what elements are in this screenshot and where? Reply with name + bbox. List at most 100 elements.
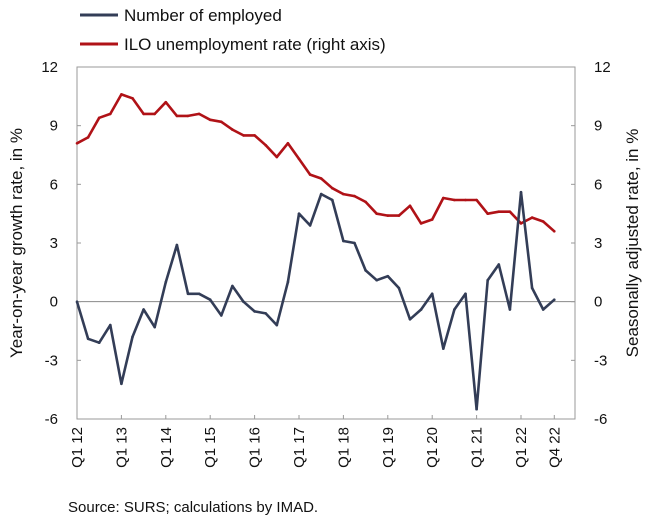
data-point-unemployment <box>364 200 367 204</box>
x-tick-label: Q4 22 <box>546 427 563 468</box>
series-line-unemployment <box>76 93 556 233</box>
data-point-employed <box>131 335 134 339</box>
data-point-unemployment <box>220 120 223 124</box>
right-tick-label: -3 <box>594 352 607 369</box>
x-tick-label: Q1 12 <box>69 427 86 468</box>
left-tick-label: 3 <box>50 235 58 252</box>
data-point-unemployment <box>153 112 156 116</box>
legend-label-unemployment: ILO unemployment rate (right axis) <box>124 35 386 54</box>
data-point-employed <box>331 198 334 202</box>
data-point-employed <box>530 286 534 290</box>
data-point-unemployment <box>419 222 423 225</box>
data-point-unemployment <box>164 100 168 104</box>
left-tick-label: 0 <box>50 294 58 311</box>
data-point-unemployment <box>131 97 134 100</box>
data-point-unemployment <box>175 114 179 118</box>
x-tick-label: Q1 19 <box>380 427 397 468</box>
data-point-unemployment <box>386 214 390 217</box>
data-point-employed <box>442 347 445 350</box>
data-point-employed <box>97 341 101 345</box>
x-tick-label: Q1 14 <box>158 427 175 468</box>
data-point-employed <box>430 292 434 296</box>
data-point-employed <box>275 323 279 327</box>
data-point-unemployment <box>297 157 301 161</box>
data-point-unemployment <box>486 212 490 215</box>
data-point-unemployment <box>497 210 501 213</box>
right-tick-label: 9 <box>594 118 602 135</box>
source-note: Source: SURS; calculations by IMAD. <box>68 499 318 516</box>
data-point-unemployment <box>208 118 212 122</box>
data-point-employed <box>120 382 123 386</box>
data-point-unemployment <box>442 196 445 200</box>
data-point-employed <box>175 243 179 247</box>
x-tick-label: Q1 15 <box>202 427 219 468</box>
left-tick-label: 9 <box>50 118 58 135</box>
x-tick-label: Q1 16 <box>247 427 264 468</box>
data-point-employed <box>342 239 345 243</box>
data-point-unemployment <box>430 218 434 221</box>
data-point-employed <box>541 308 545 311</box>
right-tick-label: 3 <box>594 235 602 252</box>
data-point-unemployment <box>308 173 312 176</box>
data-point-employed <box>297 212 301 215</box>
data-point-unemployment <box>275 155 279 159</box>
x-tick-label: Q1 18 <box>335 427 352 468</box>
legend: Number of employed ILO unemployment rate… <box>80 6 386 54</box>
right-axis-ticks: 12 9 6 3 0 -3 -6 <box>571 59 611 428</box>
right-tick-label: 0 <box>594 294 602 311</box>
left-axis-ticks: 12 9 6 3 0 -3 -6 <box>41 59 81 428</box>
data-point-unemployment <box>475 198 478 202</box>
right-tick-label: 6 <box>594 176 602 193</box>
data-point-unemployment <box>353 194 356 198</box>
right-tick-label: -6 <box>594 411 607 428</box>
data-point-employed <box>208 298 212 302</box>
left-tick-label: 12 <box>41 59 58 76</box>
data-point-unemployment <box>319 177 323 180</box>
data-point-employed <box>497 263 501 266</box>
series-points-unemployment <box>75 93 556 233</box>
data-point-unemployment <box>197 112 201 116</box>
left-tick-label: -6 <box>45 411 58 428</box>
x-axis-ticks: Q1 12 Q1 13 Q1 14 Q1 15 Q1 16 Q1 17 Q1 18 Q1 19… <box>69 415 563 468</box>
data-point-unemployment <box>86 136 90 139</box>
data-point-employed <box>186 292 190 296</box>
plot-frame <box>76 66 576 420</box>
data-point-unemployment <box>408 204 412 208</box>
left-tick-label: 6 <box>50 176 58 193</box>
left-axis-title: Year-on-year growth rate, in % <box>7 128 26 358</box>
data-point-employed <box>286 280 290 284</box>
right-tick-label: 12 <box>594 59 611 76</box>
data-point-employed <box>109 323 112 327</box>
data-point-unemployment <box>508 210 512 213</box>
data-point-employed <box>308 224 312 227</box>
data-point-unemployment <box>541 220 545 223</box>
x-tick-label: Q1 13 <box>113 427 130 468</box>
data-point-employed <box>375 278 379 282</box>
data-point-employed <box>519 190 523 194</box>
data-point-employed <box>253 310 256 313</box>
x-tick-label: Q1 21 <box>469 427 486 468</box>
data-point-employed <box>408 318 412 321</box>
data-point-unemployment <box>120 93 123 96</box>
data-point-employed <box>386 274 390 278</box>
data-point-employed <box>142 308 145 311</box>
data-point-unemployment <box>397 214 401 217</box>
data-point-unemployment <box>231 128 234 131</box>
data-point-employed <box>475 407 478 411</box>
data-point-unemployment <box>453 198 456 202</box>
data-point-employed <box>553 298 556 302</box>
data-point-employed <box>153 325 156 329</box>
data-point-unemployment <box>242 134 245 137</box>
data-point-employed <box>319 192 323 196</box>
data-point-unemployment <box>97 116 101 120</box>
data-point-unemployment <box>109 112 112 116</box>
data-point-unemployment <box>464 198 467 202</box>
data-point-unemployment <box>286 142 290 145</box>
data-point-employed <box>164 280 168 284</box>
right-axis-title: Seasonally adjusted rate, in % <box>623 129 642 358</box>
data-point-employed <box>486 278 490 282</box>
data-point-employed <box>397 286 401 290</box>
data-point-employed <box>364 269 367 272</box>
data-point-unemployment <box>553 230 556 233</box>
